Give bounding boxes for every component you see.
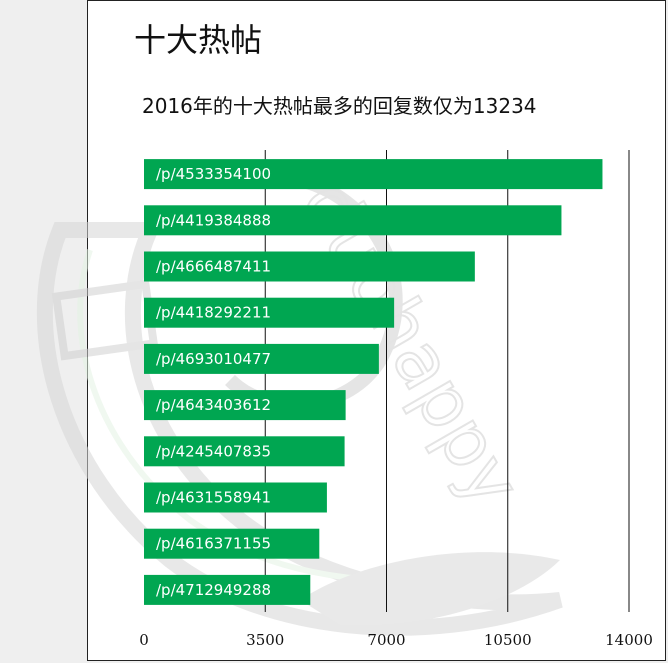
x-tick-label: 0 xyxy=(139,631,149,649)
bar xyxy=(144,251,475,282)
bar-group: /p/4533354100 xyxy=(144,159,603,190)
bar-group: /p/4245407835 xyxy=(144,436,345,467)
bar xyxy=(144,205,562,236)
bars: /p/4533354100/p/4419384888/p/4666487411 /… xyxy=(144,159,603,605)
bar-label: /p/4245407835 xyxy=(156,442,271,460)
x-tick-label: 3500 xyxy=(246,631,284,649)
bar-group: /p/4418292211 xyxy=(144,297,395,328)
bar-label: /p/4419384888 xyxy=(156,211,271,229)
x-tick-label: 14000 xyxy=(605,631,653,649)
bar xyxy=(144,574,311,605)
bar xyxy=(144,297,395,328)
bar xyxy=(144,390,346,421)
bar-group: /p/4693010477 xyxy=(144,343,379,374)
chart-title: 2016年的十大热帖最多的回复数仅为13234 xyxy=(142,94,537,118)
bar-label: /p/4616371155 xyxy=(156,535,271,553)
bar-group: /p/4666487411 xyxy=(144,251,475,282)
x-axis-ticks: 0 3500 7000 10500 14000 xyxy=(139,631,653,649)
x-tick-label: 10500 xyxy=(484,631,532,649)
bar-label: /p/4533354100 xyxy=(156,165,271,183)
bar-label: /p/4643403612 xyxy=(156,396,271,414)
bar-group: /p/4631558941 xyxy=(144,482,327,513)
bar-label: /p/4418292211 xyxy=(156,304,271,322)
bar xyxy=(144,343,379,374)
page-title: 十大热帖 xyxy=(134,21,263,59)
x-tick-label: 7000 xyxy=(367,631,405,649)
bar-label: /p/4631558941 xyxy=(156,489,271,507)
bar xyxy=(144,528,320,559)
bar xyxy=(144,482,327,513)
bar-group: /p/4643403612 xyxy=(144,390,346,421)
bar-label: /p/4693010477 xyxy=(156,350,271,368)
bar xyxy=(144,436,345,467)
bar-group: /p/4712949288 xyxy=(144,574,311,605)
bar-group: /p/4616371155 xyxy=(144,528,320,559)
bar-label: /p/4666487411 xyxy=(156,258,271,276)
bar-label: /p/4712949288 xyxy=(156,581,271,599)
bar-group: /p/4419384888 xyxy=(144,205,562,236)
bar xyxy=(144,159,603,190)
